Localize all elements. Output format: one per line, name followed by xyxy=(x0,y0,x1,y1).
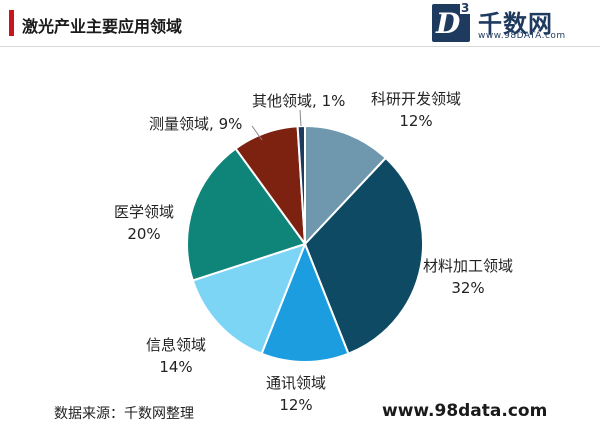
label-other: 其他领域, 1% xyxy=(252,90,345,112)
label-other-value: 1% xyxy=(321,92,346,110)
logo-superscript: 3 xyxy=(460,1,471,15)
label-research: 科研开发领域 12% xyxy=(371,88,461,132)
title-accent-bar xyxy=(9,10,14,36)
label-materials-value: 32% xyxy=(451,279,485,297)
label-materials: 材料加工领域 32% xyxy=(423,255,513,299)
leader-line-other xyxy=(299,109,302,127)
pie-slice-research xyxy=(304,124,388,247)
logo-url: www.98DATA.com xyxy=(478,31,566,41)
label-research-value: 12% xyxy=(399,112,433,130)
label-medical: 医学领域 20% xyxy=(114,201,174,245)
label-medical-value: 20% xyxy=(127,225,161,243)
header-divider xyxy=(0,46,600,47)
label-telecom-name: 通讯领域 xyxy=(266,374,327,392)
label-measurement-sep: , xyxy=(209,115,219,133)
pie-slice-medical xyxy=(186,147,307,282)
logo: D 3 千数网 www.98DATA.com xyxy=(432,1,592,44)
website-url[interactable]: www.98data.com xyxy=(382,401,548,421)
page-title: 激光产业主要应用领域 xyxy=(22,17,183,36)
pie-slice-telecom xyxy=(260,241,350,363)
label-measurement: 测量领域, 9% xyxy=(149,113,242,135)
pie-slice-other xyxy=(296,124,306,245)
label-materials-name: 材料加工领域 xyxy=(423,257,514,275)
label-research-name: 科研开发领域 xyxy=(371,90,462,108)
label-other-sep: , xyxy=(312,92,322,110)
label-telecom: 通讯领域 12% xyxy=(266,372,326,416)
label-information: 信息领域 14% xyxy=(146,334,206,378)
leader-line-measurement xyxy=(251,125,263,141)
label-other-name: 其他领域 xyxy=(252,92,313,110)
label-information-value: 14% xyxy=(159,358,193,376)
data-source: 数据来源：千数网整理 xyxy=(54,406,194,422)
label-information-name: 信息领域 xyxy=(146,336,207,354)
logo-name: 千数网 xyxy=(478,10,553,38)
label-measurement-value: 9% xyxy=(218,115,243,133)
label-telecom-value: 12% xyxy=(279,396,313,414)
logo-letter: D xyxy=(436,7,461,40)
label-medical-name: 医学领域 xyxy=(114,203,175,221)
pie-slice-materials xyxy=(303,156,425,356)
label-measurement-name: 测量领域 xyxy=(149,115,210,133)
